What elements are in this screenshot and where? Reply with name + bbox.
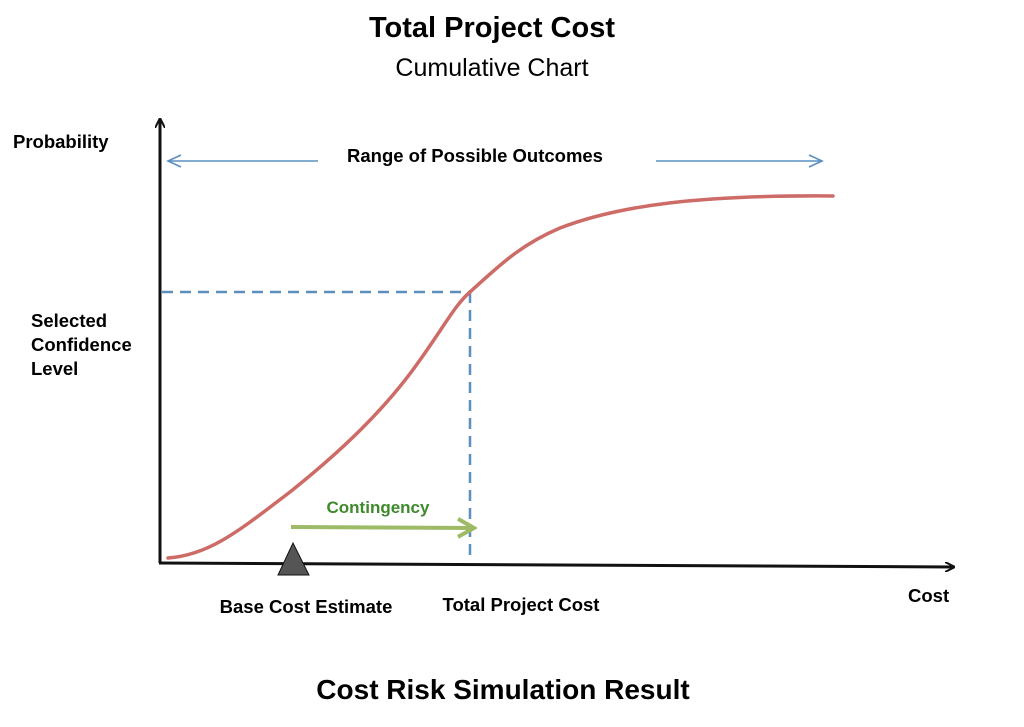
chart-subtitle: Cumulative Chart [395, 54, 588, 82]
contingency-label: Contingency [327, 498, 430, 517]
chart-title: Total Project Cost [369, 12, 615, 44]
total-cost-label: Total Project Cost [443, 594, 600, 615]
base-cost-marker-icon [277, 541, 310, 576]
x-axis [158, 561, 953, 567]
contingency-arrow [290, 527, 474, 528]
x-axis-label: Cost [908, 585, 949, 606]
footer-title: Cost Risk Simulation Result [316, 674, 689, 705]
base-cost-label: Base Cost Estimate [220, 596, 393, 617]
confidence-label-line1: Selected [31, 310, 107, 331]
y-axis-label: Probability [13, 131, 109, 152]
confidence-label-line2: Confidence [31, 334, 132, 355]
confidence-label-line3: Level [31, 358, 78, 379]
cumulative-probability-curve [166, 194, 835, 560]
range-label: Range of Possible Outcomes [347, 145, 603, 166]
